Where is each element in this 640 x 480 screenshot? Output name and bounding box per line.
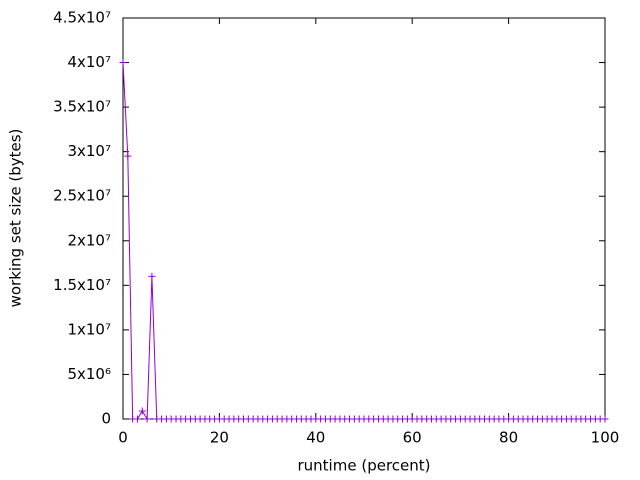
x-tick-label: 0 bbox=[118, 429, 128, 447]
x-axis-label: runtime (percent) bbox=[298, 457, 431, 475]
x-tick-label: 20 bbox=[210, 429, 229, 447]
y-tick-label: 2x10⁷ bbox=[67, 231, 111, 249]
y-tick-label: 1.5x10⁷ bbox=[53, 276, 111, 294]
point-marker bbox=[148, 272, 156, 280]
point-marker bbox=[138, 407, 146, 415]
y-tick-label: 5x10⁶ bbox=[67, 365, 111, 383]
point-marker bbox=[119, 59, 127, 67]
y-tick-label: 2.5x10⁷ bbox=[53, 187, 111, 205]
y-tick-label: 3x10⁷ bbox=[67, 142, 111, 160]
y-tick-label: 0 bbox=[101, 410, 111, 428]
y-tick-label: 3.5x10⁷ bbox=[53, 98, 111, 116]
y-tick-label: 1x10⁷ bbox=[67, 320, 111, 338]
x-tick-label: 100 bbox=[591, 429, 620, 447]
point-marker bbox=[143, 415, 151, 423]
x-tick-label: 40 bbox=[306, 429, 325, 447]
x-tick-label: 60 bbox=[403, 429, 422, 447]
y-tick-label: 4x10⁷ bbox=[67, 53, 111, 71]
point-marker bbox=[124, 152, 132, 160]
point-marker bbox=[133, 415, 141, 423]
x-tick-label: 80 bbox=[499, 429, 518, 447]
point-marker bbox=[601, 415, 609, 423]
y-tick-label: 4.5x10⁷ bbox=[53, 9, 111, 27]
y-axis-label: working set size (bytes) bbox=[7, 129, 25, 308]
